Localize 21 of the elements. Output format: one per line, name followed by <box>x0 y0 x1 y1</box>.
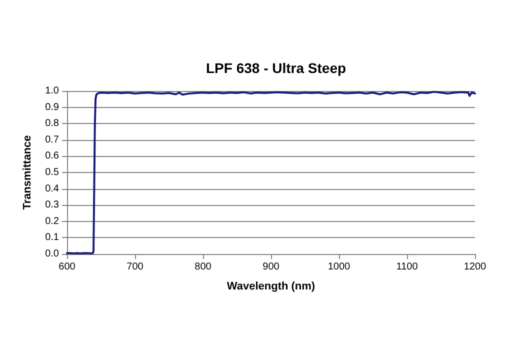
y-tick-label: 0.7 <box>45 134 60 146</box>
x-tick-label: 600 <box>58 262 76 272</box>
x-tick-label: 900 <box>262 262 280 272</box>
x-tick-label: 700 <box>126 262 144 272</box>
y-tick-label: 0.4 <box>45 183 60 194</box>
chart-title: LPF 638 - Ultra Steep <box>206 60 346 76</box>
y-tick-label: 0.6 <box>45 150 60 162</box>
y-tick-label: 0.1 <box>45 232 60 244</box>
x-tick-label: 1000 <box>328 262 351 272</box>
y-tick-label: 1.0 <box>45 86 60 96</box>
x-tick-label: 1200 <box>464 262 487 272</box>
x-axis-title: Wavelength (nm) <box>226 280 316 292</box>
y-tick-label: 0.9 <box>45 102 60 113</box>
y-axis-title: Transmittance <box>22 135 34 210</box>
x-tick-label: 1100 <box>396 262 418 272</box>
y-tick-label: 0.3 <box>45 200 60 211</box>
y-tick-label: 0.8 <box>45 118 60 130</box>
y-tick-label: 0.2 <box>45 216 60 227</box>
x-tick-label: 800 <box>194 262 212 272</box>
y-tick-label: 0.5 <box>45 167 60 178</box>
y-tick-label: 0.0 <box>45 248 60 260</box>
